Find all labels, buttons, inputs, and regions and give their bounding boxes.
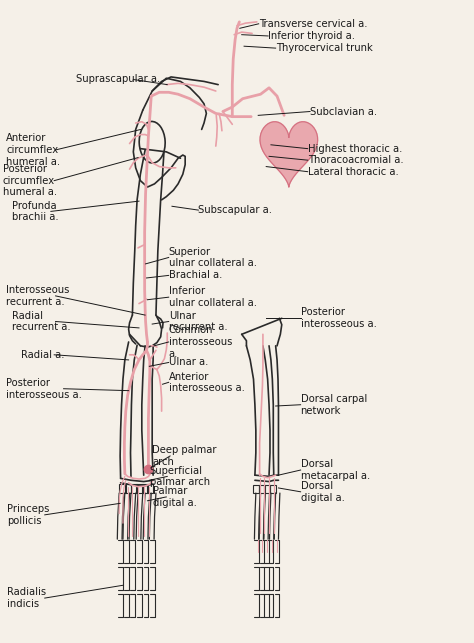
Text: Brachial a.: Brachial a. [169,271,222,280]
Text: Profunda
brachii a.: Profunda brachii a. [12,201,58,222]
Text: Inferior
ulnar collateral a.: Inferior ulnar collateral a. [169,286,257,308]
Text: Interosseous
recurrent a.: Interosseous recurrent a. [6,285,70,307]
Text: Superficial
palmar arch: Superficial palmar arch [150,466,210,487]
Text: Inferior thyroid a.: Inferior thyroid a. [268,31,355,41]
Text: Lateral thoracic a.: Lateral thoracic a. [308,167,399,177]
Text: Ulnar
recurrent a.: Ulnar recurrent a. [169,311,228,332]
Text: Thoracoacromial a.: Thoracoacromial a. [308,155,403,165]
Text: Posterior
interosseous a.: Posterior interosseous a. [301,307,376,329]
Text: Posterior
circumflex
humeral a.: Posterior circumflex humeral a. [3,164,57,197]
Text: Subclavian a.: Subclavian a. [310,107,377,116]
Text: Princeps
pollicis: Princeps pollicis [7,504,49,525]
Text: Anterior
circumflex
humeral a.: Anterior circumflex humeral a. [6,133,60,167]
Text: Transverse cervical a.: Transverse cervical a. [259,19,367,29]
Polygon shape [260,122,318,187]
Text: Radialis
indicis: Radialis indicis [7,587,46,609]
Text: Ulnar a.: Ulnar a. [169,358,208,367]
Text: Posterior
interosseous a.: Posterior interosseous a. [6,378,82,399]
Text: Radial a.: Radial a. [21,350,64,360]
Text: Common
interosseous
a.: Common interosseous a. [169,325,232,359]
Text: Highest thoracic a.: Highest thoracic a. [308,143,402,154]
Text: Dorsal carpal
network: Dorsal carpal network [301,394,367,415]
Text: Thyrocervical trunk: Thyrocervical trunk [276,43,373,53]
Text: Dorsal
metacarpal a.: Dorsal metacarpal a. [301,459,370,481]
Text: Radial
recurrent a.: Radial recurrent a. [12,311,70,332]
Text: Superior
ulnar collateral a.: Superior ulnar collateral a. [169,247,257,268]
Text: Deep palmar
arch: Deep palmar arch [152,445,217,467]
Text: Palmar
digital a.: Palmar digital a. [153,486,197,508]
Text: Subscapular a.: Subscapular a. [198,205,273,215]
Text: Suprascapular a.: Suprascapular a. [76,75,160,84]
Text: Anterior
interosseous a.: Anterior interosseous a. [169,372,245,393]
Text: Dorsal
digital a.: Dorsal digital a. [301,481,345,503]
